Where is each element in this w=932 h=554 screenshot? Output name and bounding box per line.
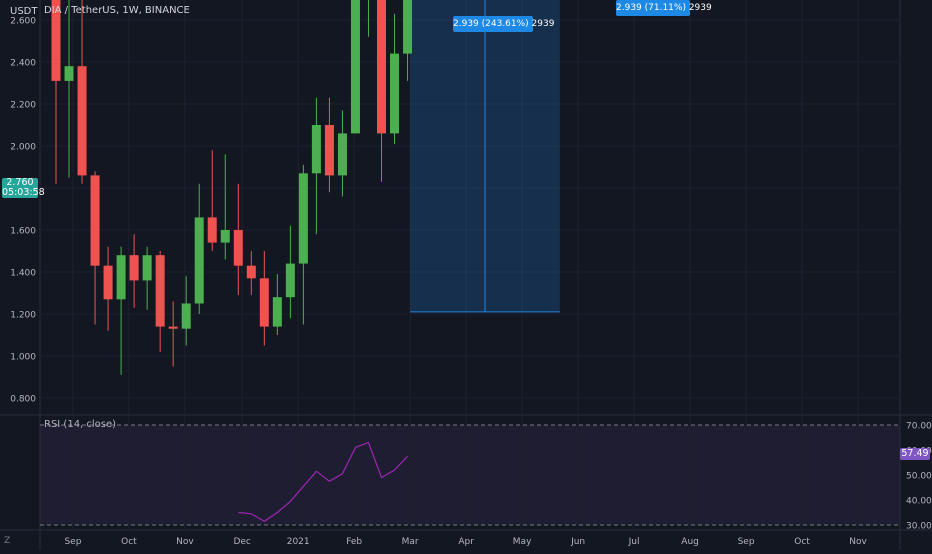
rsi-tick-label: 40.00 xyxy=(906,497,932,507)
candle-body xyxy=(64,66,74,81)
candle-body xyxy=(350,0,360,134)
rsi-tick-label: 30.00 xyxy=(906,522,932,532)
candle-body xyxy=(298,173,308,264)
price-tick-label: 2.400 xyxy=(10,59,36,69)
rsi-tick-label: 70.00 xyxy=(906,422,932,432)
symbol-title[interactable]: DIA / TetherUS, 1W, BINANCE xyxy=(44,5,190,16)
price-tick-label: 1.200 xyxy=(10,311,36,321)
time-tick-label: May xyxy=(513,537,532,547)
price-tick-label: 1.000 xyxy=(10,353,36,363)
chart-header: DIA / TetherUS, 1W, BINANCE xyxy=(10,5,190,16)
rsi-current-tag: 57.49 xyxy=(900,448,930,460)
candle-body xyxy=(390,53,400,134)
candle-body xyxy=(324,125,334,176)
candle-body xyxy=(155,255,165,327)
price-tick-label: 2.600 xyxy=(10,17,36,27)
candle-body xyxy=(116,255,126,300)
time-tick-label: Dec xyxy=(233,537,250,547)
candle-body xyxy=(285,263,295,298)
candle-body xyxy=(403,0,413,54)
time-tick-label: Nov xyxy=(176,537,194,547)
candle-body xyxy=(51,0,61,81)
rsi-band-fill xyxy=(40,425,900,525)
time-tick-label: 2021 xyxy=(287,537,310,547)
time-tick-label: Sep xyxy=(64,537,81,547)
rsi-title[interactable]: RSI (14, close) xyxy=(44,419,117,430)
timezone-icon[interactable]: Z xyxy=(4,536,11,546)
candle-body xyxy=(311,125,321,174)
candle-body xyxy=(90,175,100,266)
candle-body xyxy=(337,133,347,176)
time-tick-label: Feb xyxy=(346,537,362,547)
candle-body xyxy=(168,326,178,329)
price-tick-label: 1.600 xyxy=(10,227,36,237)
price-tick-label: 2.000 xyxy=(10,143,36,153)
rsi-line xyxy=(238,441,408,523)
candle-body xyxy=(194,217,204,304)
price-tick-label: 2.200 xyxy=(10,101,36,111)
candle-body xyxy=(181,303,191,329)
time-tick-label: Jun xyxy=(570,537,585,547)
current-price-value: 2.760 xyxy=(6,177,34,188)
candle-body xyxy=(142,255,152,281)
price-tick-label: 1.400 xyxy=(10,269,36,279)
candle-body xyxy=(103,265,113,300)
candle-body xyxy=(207,217,217,243)
candle-body xyxy=(220,230,230,243)
candle-body xyxy=(377,0,386,134)
time-tick-label: Jul xyxy=(628,537,640,547)
time-tick-label: Sep xyxy=(738,537,755,547)
candle-body xyxy=(77,66,87,176)
time-tick-label: Oct xyxy=(794,537,810,547)
candle-body xyxy=(246,265,256,279)
candle-body xyxy=(259,278,269,327)
measure-label-1[interactable]: 2.939 (243.61%) 2939 xyxy=(453,16,554,32)
time-tick-label: Aug xyxy=(681,537,699,547)
time-tick-label: Nov xyxy=(849,537,867,547)
candle-body xyxy=(129,255,139,281)
measure-label-2[interactable]: 2.939 (71.11%) 2939 xyxy=(616,0,712,16)
price-unit-label: USDT xyxy=(10,6,38,17)
candle-body xyxy=(272,297,282,327)
candle-body xyxy=(233,230,243,266)
time-tick-label: Oct xyxy=(121,537,137,547)
current-price-tag: 2.760 05:03:58 xyxy=(2,177,45,198)
price-tick-label: 0.800 xyxy=(10,395,36,405)
time-tick-label: Mar xyxy=(402,537,419,547)
bar-countdown: 05:03:58 xyxy=(2,187,45,198)
time-tick-label: Apr xyxy=(458,537,474,547)
rsi-tick-label: 50.00 xyxy=(906,472,932,482)
